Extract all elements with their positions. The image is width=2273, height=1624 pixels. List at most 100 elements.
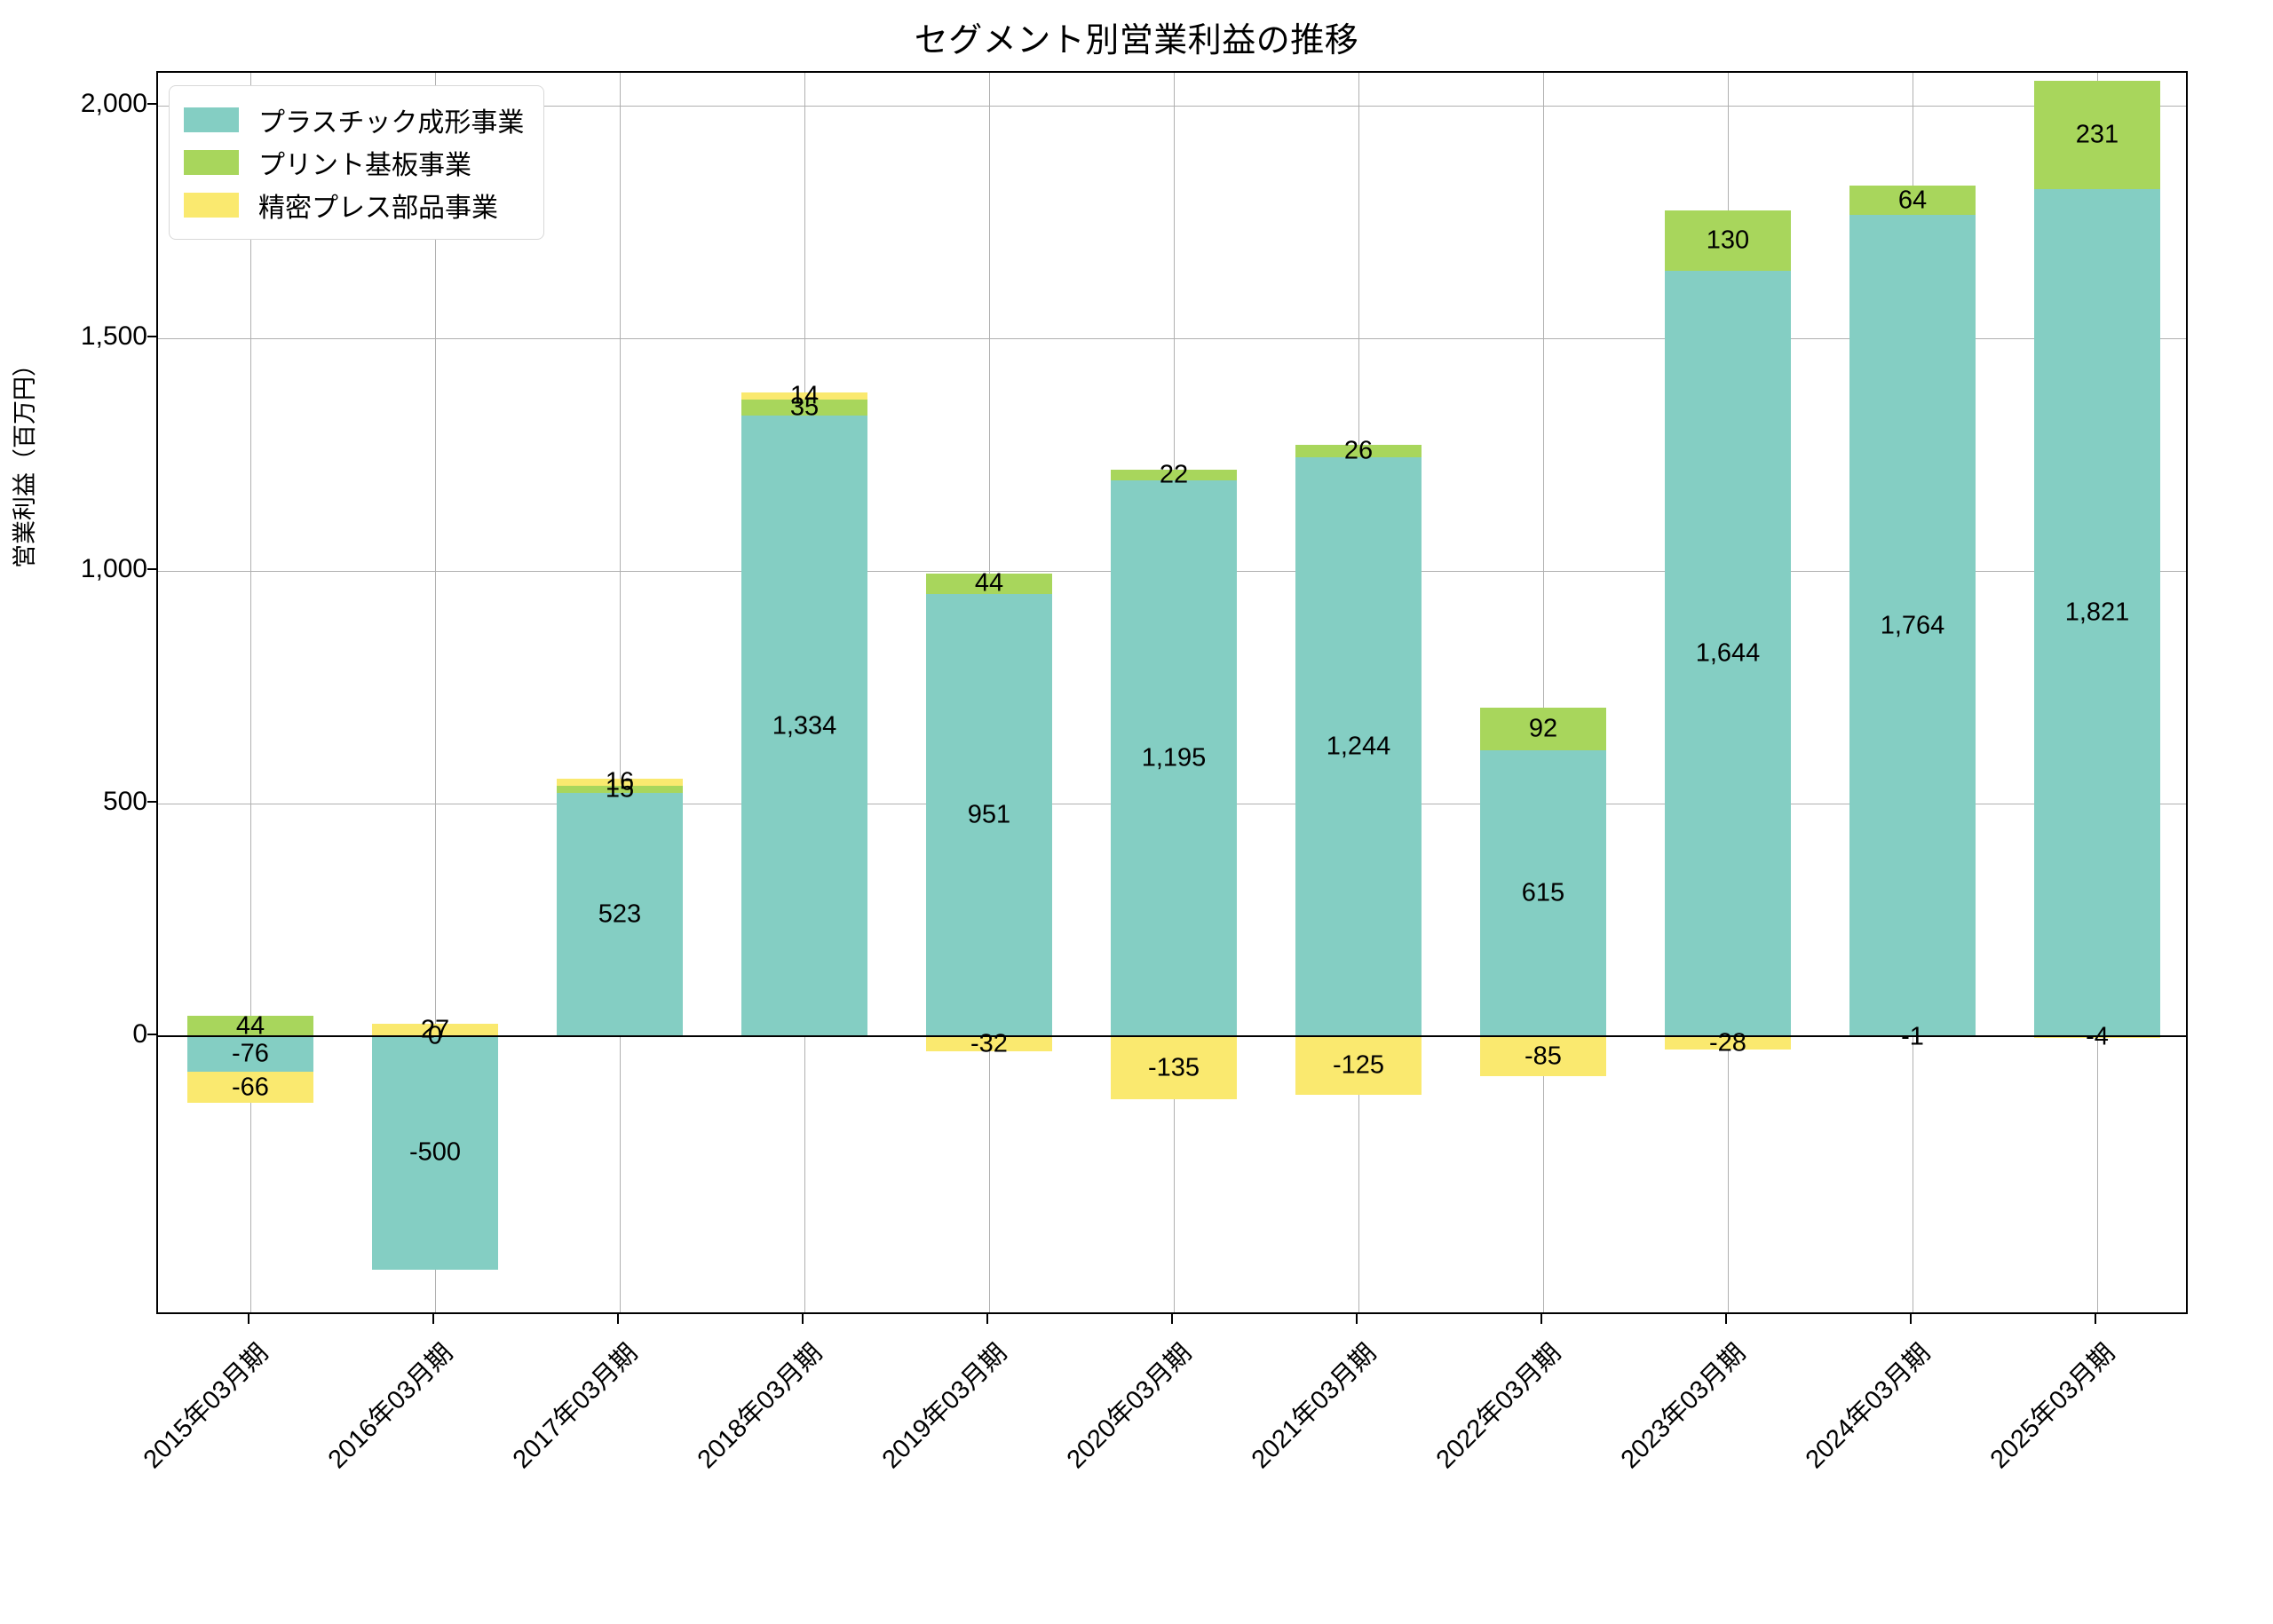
bar-value-label: 44 <box>974 568 1004 598</box>
bar-segment[interactable] <box>557 778 683 787</box>
bar-segment[interactable] <box>741 415 867 1037</box>
bar-group[interactable]: 1,244 26 -125 <box>1295 73 1422 1312</box>
bar-segment[interactable] <box>1480 1036 1606 1076</box>
legend-item-1[interactable]: プリント基板事業 <box>184 141 524 184</box>
bar-value-label: -85 <box>1525 1042 1562 1071</box>
bar-group[interactable]: -500 0 27 <box>372 73 498 1312</box>
bar-segment[interactable] <box>1295 1036 1422 1095</box>
bar-value-label: -4 <box>2086 1022 2109 1051</box>
bar-value-label: -125 <box>1332 1050 1385 1080</box>
bar-value-label: 1,764 <box>1880 611 1945 640</box>
x-tick-mark <box>986 1314 988 1324</box>
bar-segment[interactable] <box>926 1036 1052 1052</box>
x-tick-mark <box>1540 1314 1542 1324</box>
bar-segment[interactable] <box>741 392 867 400</box>
bar-value-label: 15 <box>605 774 635 804</box>
bar-segment[interactable] <box>1480 749 1606 1037</box>
bar-segment[interactable] <box>1849 185 1976 216</box>
legend-swatch-icon <box>184 150 239 175</box>
bar-segment[interactable] <box>372 1036 498 1270</box>
bar-segment[interactable] <box>1480 707 1606 750</box>
x-tick-mark <box>2095 1314 2096 1324</box>
bar-value-label: 44 <box>235 1011 265 1041</box>
x-tick-mark <box>1171 1314 1173 1324</box>
bar-group[interactable]: 615 92 -85 <box>1480 73 1606 1312</box>
bar-value-label: 92 <box>1528 714 1558 743</box>
bar-value-label: -66 <box>232 1073 269 1102</box>
bar-segment[interactable] <box>926 573 1052 594</box>
bar-segment[interactable] <box>1111 479 1237 1037</box>
bar-segment[interactable] <box>741 399 867 416</box>
bar-value-label: 35 <box>789 392 820 422</box>
bar-value-label: 523 <box>598 899 642 929</box>
y-tick-label: 1,500 <box>80 321 147 351</box>
bar-segment[interactable] <box>372 1024 498 1037</box>
y-tick-label: 500 <box>102 787 147 817</box>
x-tick-mark <box>1356 1314 1358 1324</box>
bar-value-label: -135 <box>1147 1053 1200 1082</box>
bar-group[interactable]: 951 44 -32 <box>926 73 1052 1312</box>
x-tick-mark <box>1725 1314 1727 1324</box>
x-tick-mark <box>802 1314 804 1324</box>
bar-segment[interactable] <box>2034 188 2160 1037</box>
bar-segment[interactable] <box>187 1072 313 1103</box>
bar-group[interactable]: 1,821 231 -4 <box>2034 73 2160 1312</box>
bar-segment[interactable] <box>187 1016 313 1037</box>
bar-group[interactable]: 523 15 16 <box>557 73 683 1312</box>
bar-value-label: -500 <box>408 1137 462 1167</box>
x-tick-mark <box>1910 1314 1912 1324</box>
bar-value-label: 1,334 <box>772 711 837 741</box>
bar-segment[interactable] <box>1665 210 1791 272</box>
legend-swatch-icon <box>184 107 239 132</box>
bar-segment[interactable] <box>557 793 683 1037</box>
bar-segment[interactable] <box>1111 1036 1237 1100</box>
legend-item-2[interactable]: 精密プレス部品事業 <box>184 184 524 226</box>
bar-value-label: -28 <box>1709 1028 1746 1058</box>
bar-segment[interactable] <box>1295 457 1422 1037</box>
bar-value-label: 130 <box>1706 226 1750 255</box>
bar-group[interactable]: 1,334 35 14 <box>741 73 867 1312</box>
bar-segment[interactable] <box>187 1036 313 1073</box>
bar-group[interactable]: 1,195 22 -135 <box>1111 73 1237 1312</box>
bar-segment[interactable] <box>926 593 1052 1037</box>
gridline-vertical <box>1543 73 1544 1312</box>
bar-segment[interactable] <box>1849 215 1976 1037</box>
legend-label: プラスチック成形事業 <box>258 108 525 138</box>
bar-segment[interactable] <box>1111 470 1237 480</box>
bar-value-label: -1 <box>1901 1022 1924 1051</box>
legend-label: 精密プレス部品事業 <box>258 194 498 223</box>
bar-value-label: 951 <box>967 800 1011 829</box>
gridline-vertical <box>435 73 436 1312</box>
bar-value-label: 14 <box>789 381 820 410</box>
bar-segment[interactable] <box>557 786 683 794</box>
y-tick-mark <box>147 801 156 804</box>
bar-value-label: -76 <box>232 1039 269 1068</box>
bar-segment[interactable] <box>2034 1036 2160 1039</box>
bar-value-label: 231 <box>2075 120 2119 149</box>
bar-group[interactable]: -76 44 -66 <box>187 73 313 1312</box>
bar-group[interactable]: 1,644 130 -28 <box>1665 73 1791 1312</box>
bar-value-label: 1,644 <box>1695 638 1761 668</box>
bar-segment[interactable] <box>1295 445 1422 458</box>
x-tick-mark <box>617 1314 619 1324</box>
bar-segment[interactable] <box>2034 81 2160 189</box>
gridline-vertical <box>620 73 621 1312</box>
bar-group[interactable]: 1,764 64 -1 <box>1849 73 1976 1312</box>
legend-item-0[interactable]: プラスチック成形事業 <box>184 99 524 141</box>
bar-value-label: 0 <box>427 1021 443 1050</box>
y-tick-mark <box>147 1034 156 1036</box>
plot-area: -76 44 -66 -500 0 27 523 15 16 1,334 35 14 951 44 -32 1… <box>156 71 2188 1314</box>
y-tick-label: 1,000 <box>80 554 147 584</box>
page-title: セグメント別営業利益の推移 <box>914 22 1359 59</box>
bar-segment[interactable] <box>1665 271 1791 1037</box>
bar-value-label: 615 <box>1521 878 1565 907</box>
y-tick-label: 0 <box>132 1019 147 1050</box>
y-axis-label: 営業利益（百万円） <box>12 353 38 568</box>
zero-line <box>158 1035 2186 1038</box>
legend: プラスチック成形事業 プリント基板事業精密プレス部品事業 <box>169 85 545 240</box>
bar-value-label: 1,821 <box>2064 598 2130 627</box>
bar-value-label: 27 <box>420 1015 450 1044</box>
bar-value-label: 1,195 <box>1141 743 1207 772</box>
bar-segment[interactable] <box>1665 1036 1791 1050</box>
y-tick-label: 2,000 <box>80 88 147 118</box>
